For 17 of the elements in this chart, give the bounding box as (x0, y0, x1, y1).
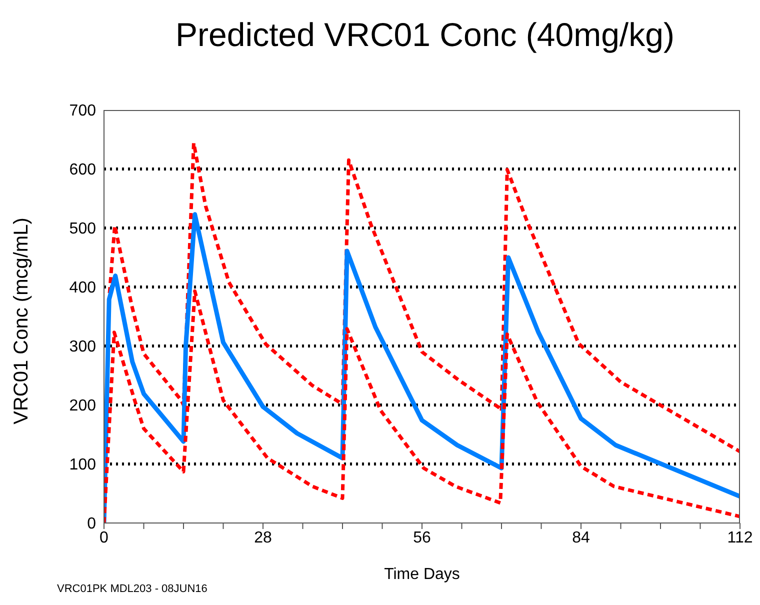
y-tick-label: 0 (87, 516, 96, 533)
y-tick-label: 700 (69, 102, 96, 120)
y-tick-label: 600 (69, 162, 96, 179)
x-tick-label: 0 (100, 529, 109, 546)
y-tick-label: 300 (69, 338, 96, 356)
text: VRC01PK MDL203 - 08JUN16 (57, 583, 208, 595)
y-axis-title: VRC01 Conc (mcg/mL) (10, 218, 34, 424)
x-tick-label: 56 (413, 529, 431, 546)
chart-title: Predicted VRC01 Conc (40mg/kg) (174, 16, 676, 54)
x-axis-title: Time Days (384, 566, 460, 583)
x-tick-label: 28 (254, 529, 272, 546)
y-tick-label: 100 (69, 456, 96, 474)
y-tick-label: 500 (69, 220, 96, 238)
y-tick-label: 400 (69, 280, 96, 297)
x-tick-label: 84 (572, 529, 590, 546)
y-tick-label: 200 (69, 398, 96, 415)
x-tick-label: 112 (727, 529, 753, 546)
